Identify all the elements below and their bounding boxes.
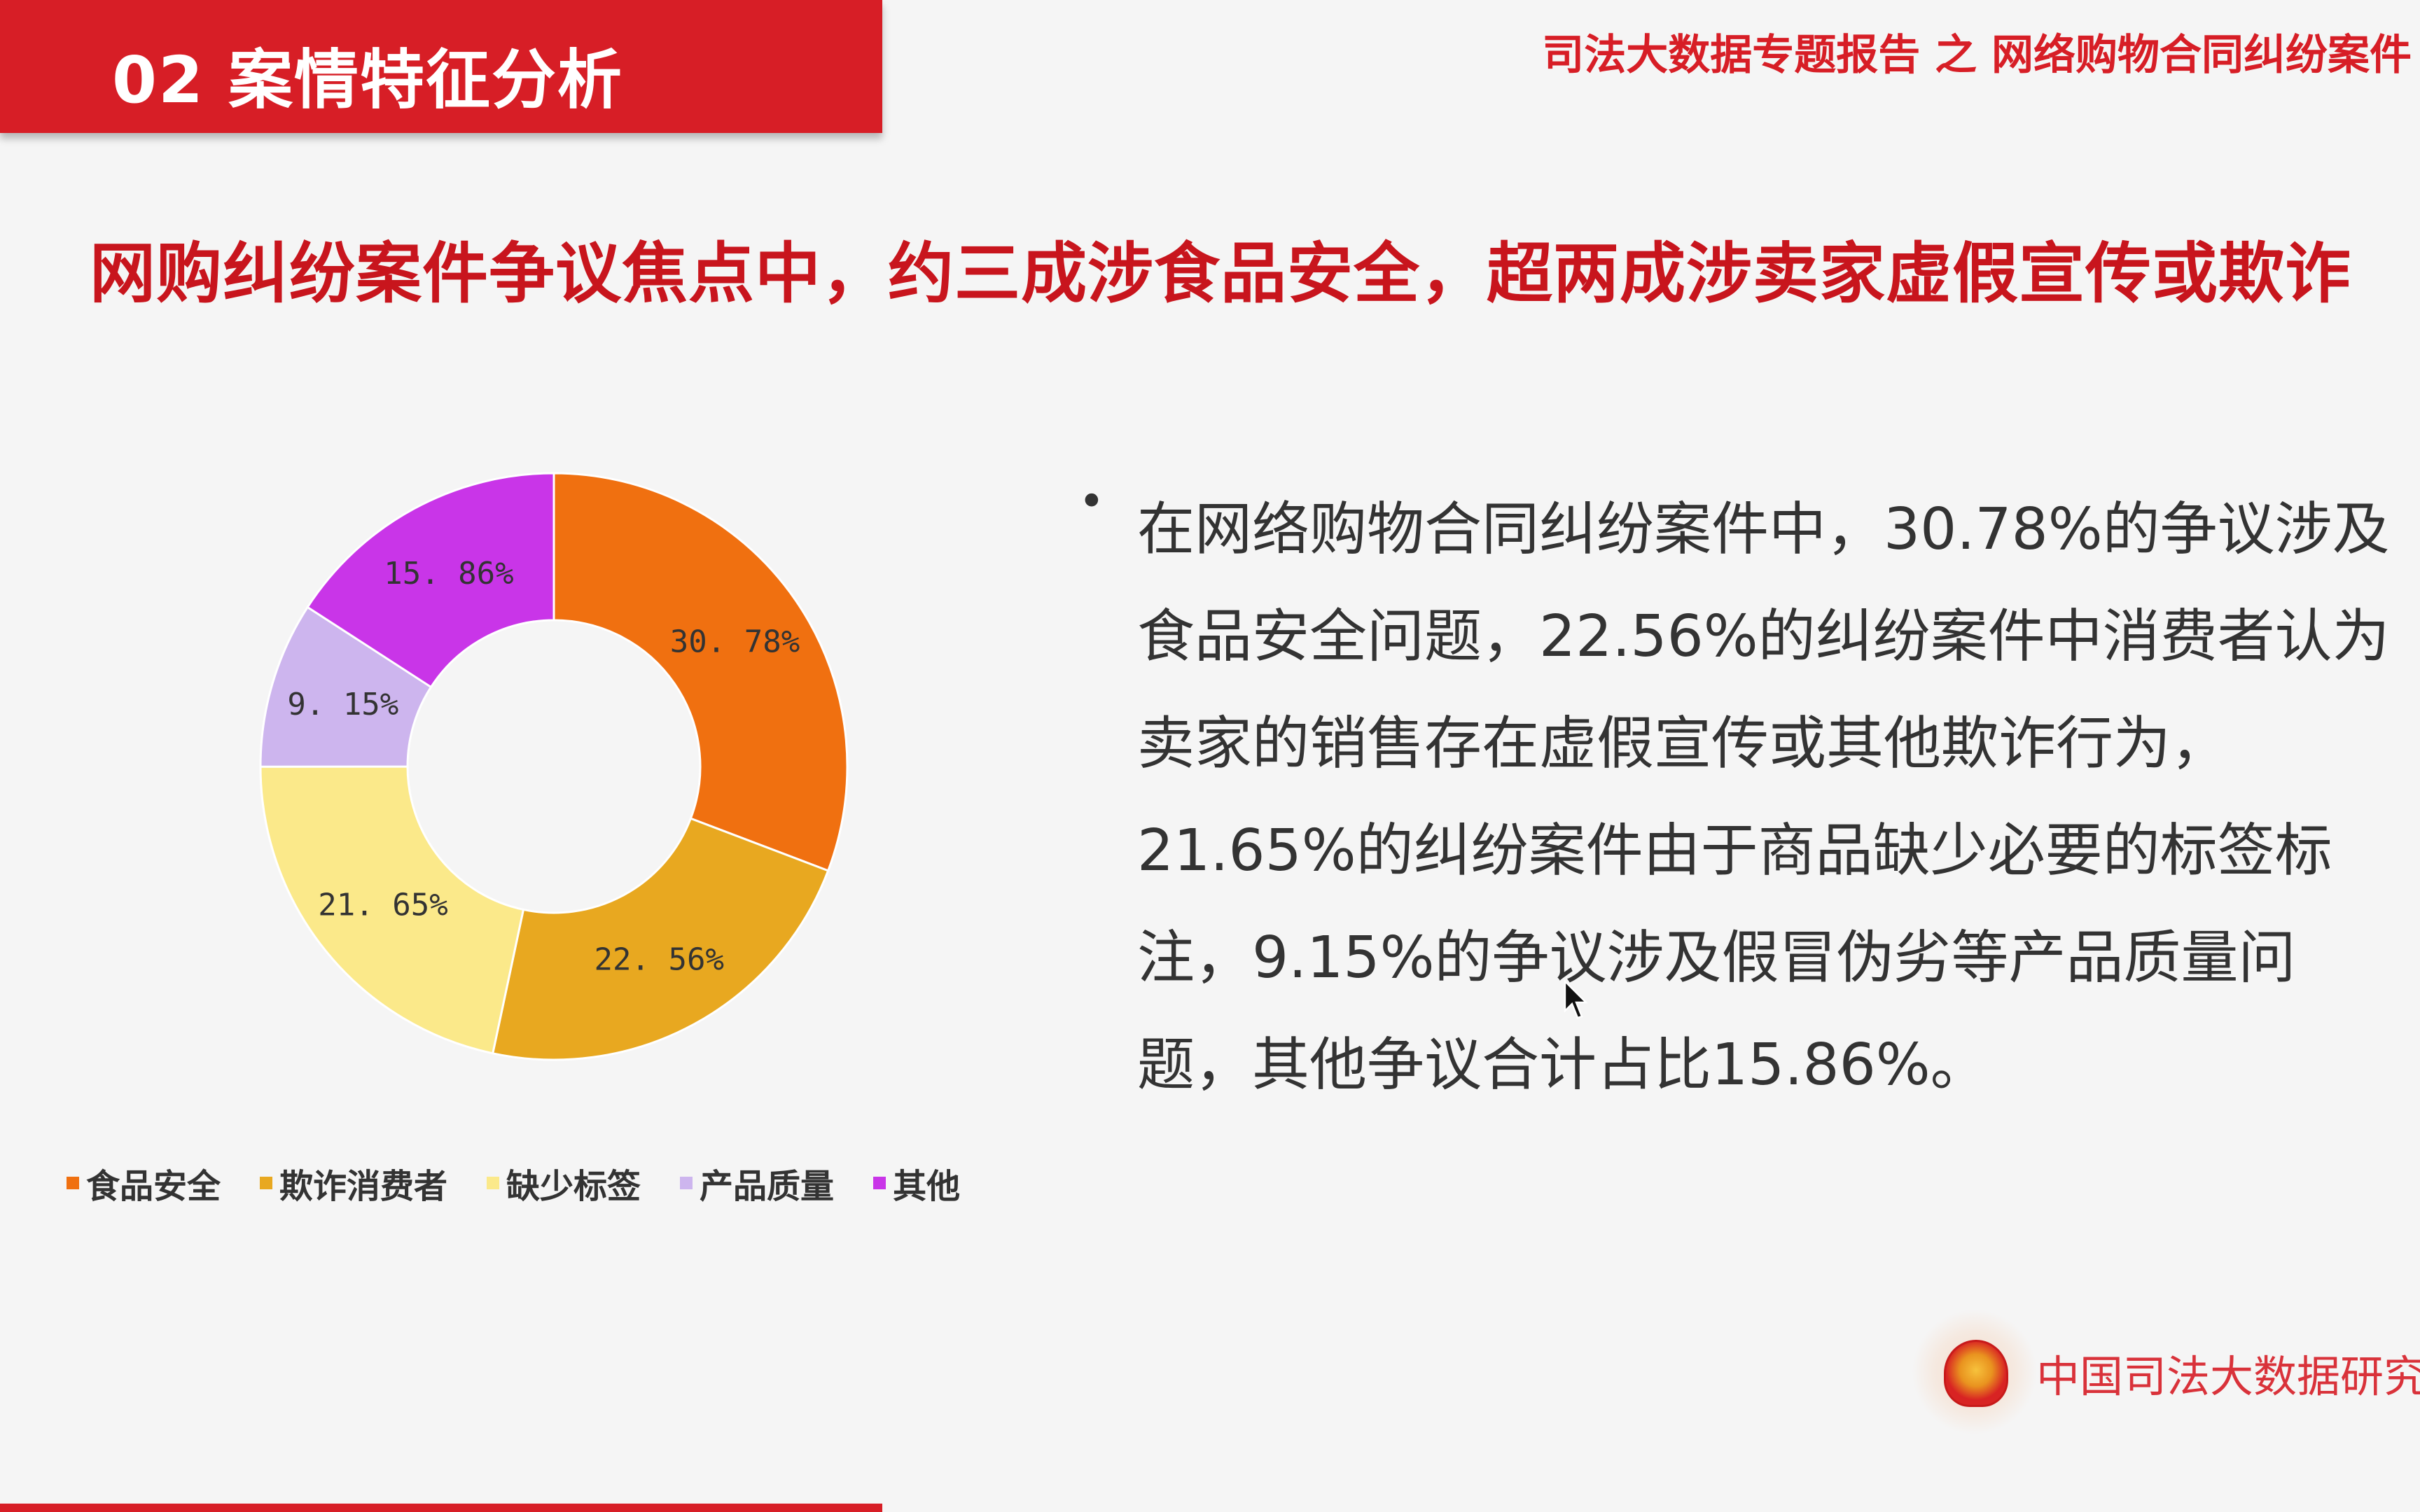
legend-swatch xyxy=(67,1177,79,1189)
donut-slice xyxy=(491,817,830,1061)
body-line: 食品安全问题，22.56%的纠纷案件中消费者认为 xyxy=(1137,603,2390,670)
legend-label: 欺诈消费者 xyxy=(279,1167,448,1206)
body-line: 在网络购物合同纠纷案件中，30.78%的争议涉及 xyxy=(1137,496,2390,563)
body-text: 在网络购物合同纠纷案件中，30.78%的争议涉及 食品安全问题，22.56%的纠… xyxy=(1137,476,2420,1119)
bottom-bar xyxy=(0,1504,882,1512)
donut-chart: 30. 78% 22. 56% 21. 65% 9. 15% 15. 86% xyxy=(259,472,849,1061)
legend-label: 食品安全 xyxy=(86,1167,221,1206)
section-title: 02 案情特征分析 xyxy=(112,43,624,118)
body-line: 注，9.15%的争议涉及假冒伪劣等产品质量问 xyxy=(1137,925,2296,991)
mouse-cursor-icon xyxy=(1564,980,1588,1019)
data-label: 15. 86% xyxy=(384,556,513,592)
legend-swatch xyxy=(487,1177,500,1189)
chart-legend: 食品安全 欺诈消费者 缺少标签 产品质量 其他 xyxy=(67,1158,960,1208)
body-line: 21.65%的纠纷案件由于商品缺少必要的标签标 xyxy=(1137,818,2332,884)
data-label: 22. 56% xyxy=(594,942,724,978)
report-title: 司法大数据专题报告 之 网络购物合同纠纷案件 xyxy=(1542,31,2412,80)
data-label: 30. 78% xyxy=(670,624,800,660)
section-header: 02 案情特征分析 xyxy=(0,0,882,133)
donut-slice xyxy=(306,472,555,689)
legend-label: 其他 xyxy=(893,1167,961,1206)
legend-swatch xyxy=(680,1177,693,1189)
legend-item: 食品安全 xyxy=(67,1158,221,1208)
court-emblem-icon xyxy=(1944,1340,2008,1407)
legend-item: 欺诈消费者 xyxy=(260,1158,447,1208)
institute-name: 中国司法大数据研究院 xyxy=(2036,1351,2420,1402)
donut-slice xyxy=(259,606,433,768)
legend-label: 缺少标签 xyxy=(506,1167,641,1206)
legend-item: 其他 xyxy=(873,1158,960,1208)
legend-label: 产品质量 xyxy=(700,1167,835,1206)
body-line: 题，其他争议合计占比15.86%。 xyxy=(1137,1032,1988,1098)
data-label: 9. 15% xyxy=(287,687,398,722)
body-line: 卖家的销售存在虚假宣传或其他欺诈行为， xyxy=(1137,710,2229,777)
legend-swatch xyxy=(260,1177,273,1189)
donut-slice xyxy=(259,765,525,1055)
legend-swatch xyxy=(873,1177,886,1189)
slide-headline: 网购纠纷案件争议焦点中，约三成涉食品安全，超两成涉卖家虚假宣传或欺诈 xyxy=(90,236,2352,312)
data-label: 21. 65% xyxy=(318,888,447,923)
bullet-point: • xyxy=(1078,476,1105,528)
legend-item: 产品质量 xyxy=(680,1158,834,1208)
legend-item: 缺少标签 xyxy=(487,1158,641,1208)
donut-slice xyxy=(552,472,849,872)
